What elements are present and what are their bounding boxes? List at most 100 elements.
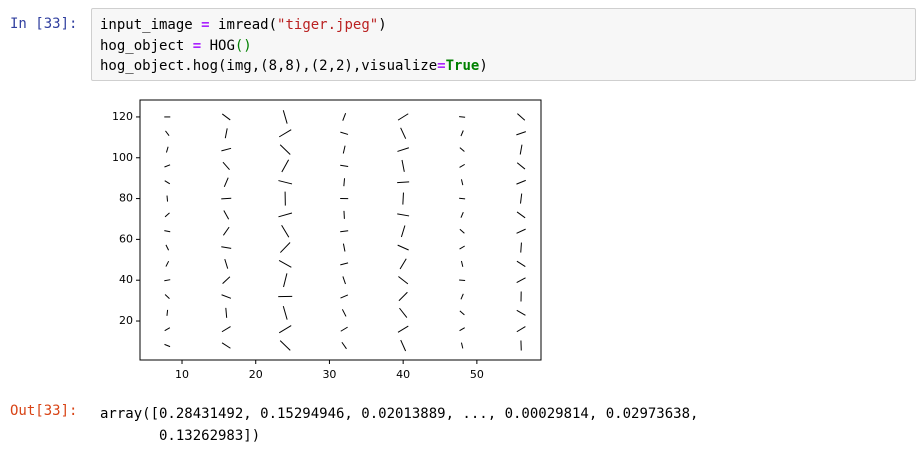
hog-glyph [397, 325, 409, 333]
axes-frame [139, 99, 542, 361]
y-tick-label: 120 [112, 110, 133, 123]
hog-glyph [459, 279, 466, 281]
y-tick-label: 20 [119, 314, 133, 327]
hog-glyph [398, 291, 408, 302]
hog-glyph [342, 243, 346, 252]
hog-glyph [459, 116, 466, 118]
hog-glyph [460, 130, 464, 137]
hog-glyph [340, 164, 349, 168]
hog-glyph [519, 144, 523, 155]
hog-glyph [460, 342, 464, 349]
hog-glyph [460, 211, 464, 218]
hog-glyph [343, 178, 346, 187]
output-line: array([0.28431492, 0.15294946, 0.0201388… [100, 406, 699, 422]
hog-glyph [459, 197, 466, 200]
hog-glyph [221, 197, 232, 200]
output-line: 0.13262983]) [100, 428, 261, 444]
hog-glyph [281, 159, 290, 173]
hog-glyph [460, 179, 464, 186]
x-tick-label: 10 [175, 368, 189, 381]
hog-glyph [221, 342, 231, 349]
y-tick-label: 80 [119, 192, 133, 205]
hog-glyph [283, 273, 288, 288]
code-token: = [192, 37, 202, 54]
hog-glyph [397, 113, 409, 121]
hog-glyph [278, 325, 292, 334]
code-cell[interactable]: input_image = imread("tiger.jpeg") hog_o… [91, 8, 916, 81]
hog-glyph [282, 305, 288, 320]
code-token: "tiger.jpeg" [277, 17, 379, 33]
code-token: True [445, 58, 480, 74]
hog-glyph [459, 147, 465, 152]
hog-glyph [516, 260, 526, 268]
hog-glyph [516, 211, 526, 219]
input-prompt: In [33]: [10, 16, 78, 32]
hog-glyph [516, 309, 526, 316]
hog-glyph [516, 162, 526, 170]
output-text: array([0.28431492, 0.15294946, 0.0201388… [100, 403, 698, 447]
code-line: hog_object.hog(img,(8,8),(2,2),visualize… [100, 56, 907, 77]
hog-glyph [340, 294, 349, 299]
hog-glyph [165, 146, 169, 153]
hog-glyph [164, 180, 171, 185]
hog-glyph [222, 226, 230, 236]
hog-glyph [221, 147, 232, 152]
hog-glyph [221, 246, 232, 249]
code-token: ) [479, 58, 488, 74]
x-tick-label: 20 [249, 368, 263, 381]
hog-glyph [164, 230, 171, 233]
hog-glyph [279, 242, 291, 253]
hog-glyph [340, 131, 349, 135]
hog-glyph [341, 341, 347, 350]
hog-glyph [459, 245, 465, 250]
hog-glyph [517, 113, 526, 121]
code-token: HOG [201, 37, 235, 54]
code-token: input_image [100, 17, 202, 33]
hog-glyph [342, 113, 347, 121]
hog-glyph [222, 276, 231, 284]
hog-glyph [340, 326, 348, 332]
hog-plot: 10 20 30 40 50 20 40 60 80 100 120 [112, 99, 542, 381]
hog-glyph [459, 228, 465, 234]
hog-glyph [398, 276, 409, 285]
hog-glyph [166, 195, 169, 202]
x-tick-label: 50 [470, 368, 484, 381]
hog-glyph [224, 128, 228, 139]
hog-glyph [223, 210, 230, 220]
code-token: ) [378, 17, 387, 33]
code-token: = [201, 17, 210, 33]
hog-glyph [221, 294, 232, 299]
hog-glyph [460, 293, 464, 300]
hog-glyph [397, 147, 410, 152]
y-tick-label: 40 [119, 273, 133, 286]
hog-glyph [221, 113, 231, 121]
hog-glyph [165, 244, 170, 251]
hog-glyph [341, 309, 347, 317]
hog-glyph [165, 130, 170, 136]
hog-glyph [516, 277, 526, 283]
code-line: input_image = imread("tiger.jpeg") [100, 15, 907, 36]
hog-glyph [278, 212, 293, 218]
code-token: () [234, 37, 252, 54]
code-token: imread( [209, 17, 278, 33]
hog-glyph [400, 127, 407, 139]
hog-glyph [400, 339, 407, 352]
hog-glyph [459, 327, 465, 332]
hog-glyph [278, 260, 292, 268]
hog-glyph [516, 131, 526, 136]
hog-glyph [340, 262, 349, 266]
hog-glyph [221, 326, 231, 333]
output-prompt: Out[33]: [10, 403, 78, 419]
hog-glyph [278, 180, 293, 185]
hog-glyph [516, 228, 526, 234]
hog-glyph [460, 260, 464, 267]
hog-glyph [401, 159, 405, 172]
hog-glyph [222, 161, 230, 171]
hog-glyph [225, 307, 228, 318]
hog-glyph [164, 212, 170, 218]
hog-glyph [166, 309, 169, 316]
hog-glyph [459, 310, 465, 316]
hog-glyph [402, 192, 404, 205]
hog-glyph [164, 343, 171, 348]
